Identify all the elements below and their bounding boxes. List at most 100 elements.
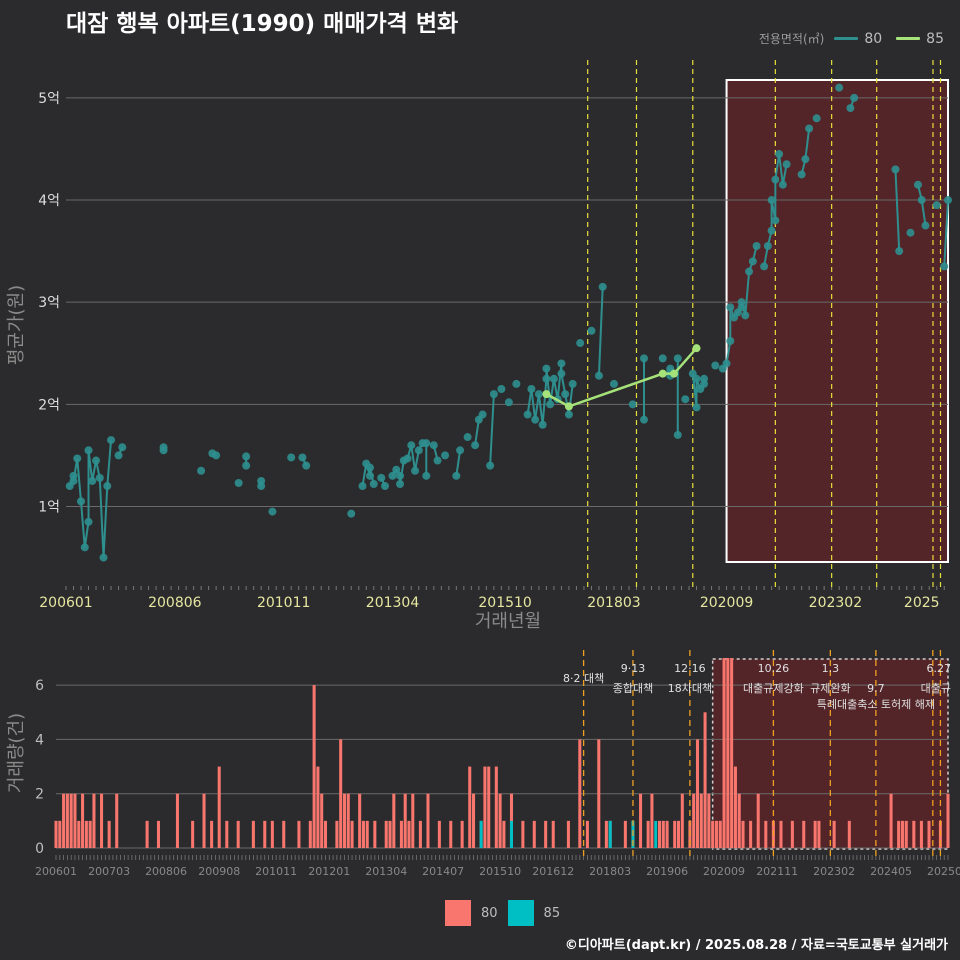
volume-bar-80 xyxy=(323,820,328,848)
series-80-point xyxy=(778,180,787,189)
volume-bar-80 xyxy=(84,820,88,848)
volume-bar-80 xyxy=(578,739,582,848)
volume-bar-80 xyxy=(741,820,745,848)
volume-bar-80 xyxy=(498,793,502,848)
volume-bar-80 xyxy=(316,766,320,848)
series-80-point xyxy=(775,150,784,159)
x-axis-title: 거래년월 xyxy=(475,611,541,632)
series-80-point xyxy=(681,395,690,404)
series-80-line xyxy=(549,378,555,405)
series-80-line xyxy=(545,368,552,405)
series-80-point xyxy=(452,471,461,480)
series-80-point xyxy=(99,553,108,562)
series-80-point xyxy=(298,453,307,462)
series-80-point xyxy=(801,155,810,164)
volume-bar-80 xyxy=(437,820,441,848)
series-80-point xyxy=(242,452,251,461)
volume-bar-80 xyxy=(225,820,229,848)
series-80-point xyxy=(726,303,735,312)
volume-bar-80 xyxy=(92,793,96,848)
series-85-point xyxy=(670,369,679,378)
volume-bar-80 xyxy=(790,820,794,848)
chart-title: 대잠 행복 아파트(1990) 매매가격 변화 xyxy=(66,11,459,37)
series-80-point xyxy=(760,262,769,271)
policy-label: 8·2 대책 xyxy=(563,672,604,685)
volume-bar-80 xyxy=(494,766,498,848)
volume-bar-80 xyxy=(339,739,343,848)
volume-panel: 0 2 4 6 200601 200703 200806 200908 201011 201201… xyxy=(35,650,960,878)
volume-bar-80 xyxy=(346,793,350,848)
volume-x-tick-label: 201906 xyxy=(646,865,688,878)
series-80-point xyxy=(557,359,566,368)
volume-bar-80 xyxy=(897,820,901,848)
volume-bar-80 xyxy=(107,820,111,848)
series-80-line xyxy=(80,501,86,548)
volume-bar-85 xyxy=(608,820,612,848)
series-80-line xyxy=(98,477,105,558)
series-80-line xyxy=(474,419,480,446)
volume-bar-80 xyxy=(733,766,737,848)
volume-bar-85 xyxy=(654,820,658,848)
x-tick-label: 201304 xyxy=(366,595,420,611)
volume-bar-80 xyxy=(521,820,525,848)
volume-bar-80 xyxy=(191,820,195,848)
legend-swatch-85 xyxy=(896,37,921,40)
volume-bar-80 xyxy=(718,820,722,848)
series-85-point xyxy=(542,390,551,399)
volume-bar-80 xyxy=(714,820,718,848)
volume-bar-80 xyxy=(889,793,893,848)
series-80-line xyxy=(83,521,90,548)
series-80-point xyxy=(542,374,551,383)
series-80-line xyxy=(455,450,462,476)
series-80-point xyxy=(88,476,97,485)
series-80-point xyxy=(913,180,922,189)
series-80-point xyxy=(895,247,904,256)
series-80-line xyxy=(106,440,113,487)
series-80-point xyxy=(287,453,296,462)
volume-bar-80 xyxy=(468,766,472,848)
series-80-point xyxy=(917,196,926,205)
series-80-point xyxy=(906,228,915,237)
volume-bar-80 xyxy=(604,820,608,848)
volume-bar-80 xyxy=(544,820,548,848)
series-80-point xyxy=(234,478,243,487)
series-80-point xyxy=(737,298,746,307)
volume-bar-80 xyxy=(665,820,669,848)
series-80-point xyxy=(609,379,618,388)
legend-label-80: 80 xyxy=(864,30,883,47)
series-80-point xyxy=(546,400,555,409)
series-80-point xyxy=(741,311,750,320)
series-80-point xyxy=(95,473,104,482)
series-80-point xyxy=(92,456,101,465)
volume-bar-80 xyxy=(566,820,570,848)
x-tick-label: 201011 xyxy=(257,595,310,611)
highlight-region xyxy=(725,79,949,563)
series-80-point xyxy=(598,282,607,291)
series-80-point xyxy=(347,509,356,518)
series-80-point xyxy=(392,465,401,474)
volume-bar-80 xyxy=(919,820,923,848)
series-80-point xyxy=(366,471,375,480)
source-footer: ©디아파트(dapt.kr) / 2025.08.28 / 자료=국토교통부 실… xyxy=(564,938,948,953)
volume-bar-80 xyxy=(335,820,339,848)
series-80-point xyxy=(512,379,521,388)
series-80-point xyxy=(396,480,405,489)
series-80-line xyxy=(541,378,548,425)
series-80-line xyxy=(410,445,417,471)
series-80-point xyxy=(531,415,540,424)
volume-y-tick-label: 6 xyxy=(35,678,44,694)
volume-bar-80 xyxy=(156,820,161,848)
volume-bar-80 xyxy=(358,793,362,848)
y-axis-title: 평균가(원) xyxy=(6,285,27,365)
series-80-point xyxy=(726,336,735,345)
legend-swatch-80 xyxy=(834,37,859,40)
volume-bar-80 xyxy=(813,820,817,848)
series-80-point xyxy=(846,104,855,113)
legend-top: 전용면적(㎡) 80 85 xyxy=(759,30,952,47)
series-80-point xyxy=(944,196,952,205)
volume-bar-80 xyxy=(832,820,836,848)
series-80-point xyxy=(542,364,551,373)
policy-label: 대출규 xyxy=(921,682,951,695)
volume-bar-80 xyxy=(703,712,707,848)
